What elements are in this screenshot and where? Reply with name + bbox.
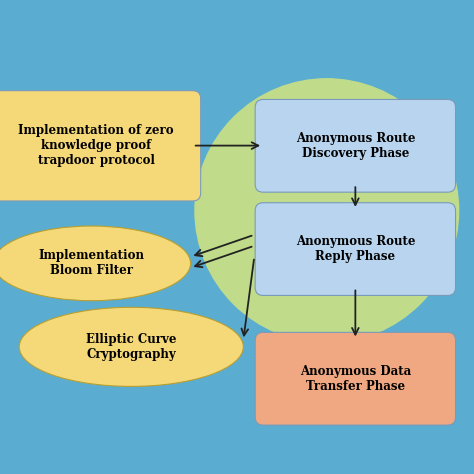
Text: Elliptic Curve
Cryptography: Elliptic Curve Cryptography [86,333,176,361]
Ellipse shape [0,226,191,301]
Text: Anonymous Data
Transfer Phase: Anonymous Data Transfer Phase [300,365,411,393]
Text: Implementation of zero
knowledge proof
trapdoor protocol: Implementation of zero knowledge proof t… [18,124,174,167]
FancyBboxPatch shape [255,332,456,425]
Text: Implementation
Bloom Filter: Implementation Bloom Filter [39,249,145,277]
FancyBboxPatch shape [255,203,456,295]
FancyBboxPatch shape [0,91,201,201]
Text: Anonymous Route
Reply Phase: Anonymous Route Reply Phase [296,235,415,263]
Text: Anonymous Route
Discovery Phase: Anonymous Route Discovery Phase [296,132,415,160]
FancyBboxPatch shape [255,100,456,192]
Ellipse shape [19,307,243,386]
Circle shape [195,79,459,342]
